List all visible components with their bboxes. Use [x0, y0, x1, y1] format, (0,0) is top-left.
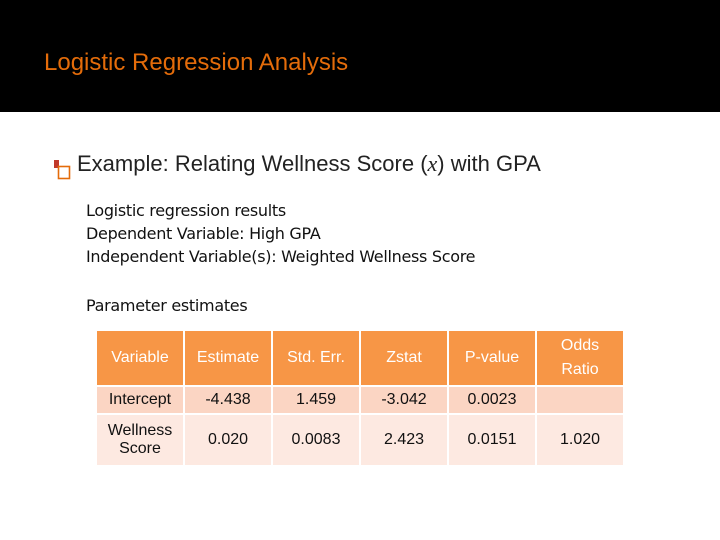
- example-suffix: ) with GPA: [437, 151, 541, 176]
- results-summary: Logistic regression results Dependent Va…: [86, 199, 475, 268]
- slide-header-band: Logistic Regression Analysis: [0, 0, 720, 112]
- checkbox-bullet-icon: [54, 160, 71, 180]
- cell-estimate: -4.438: [183, 385, 273, 415]
- example-heading: Example: Relating Wellness Score (x) wit…: [77, 150, 541, 178]
- header-ratio: Ratio: [561, 361, 599, 378]
- header-std-err: Std. Err.: [271, 329, 361, 387]
- cell-variable-line2: Score: [119, 440, 161, 457]
- cell-p-value: 0.0151: [447, 413, 537, 467]
- header-variable: Variable: [95, 329, 185, 387]
- cell-odds-ratio: [535, 385, 625, 415]
- cell-std-err: 0.0083: [271, 413, 361, 467]
- example-prefix: Example: Relating Wellness Score (: [77, 151, 428, 176]
- cell-std-err: 1.459: [271, 385, 361, 415]
- results-line: Logistic regression results: [86, 201, 286, 220]
- parameter-estimates-heading: Parameter estimates: [86, 296, 248, 315]
- table-row: Wellness Score 0.020 0.0083 2.423 0.0151 …: [95, 413, 625, 467]
- header-p-value: P-value: [447, 329, 537, 387]
- cell-p-value: 0.0023: [447, 385, 537, 415]
- header-odds: Odds: [560, 337, 600, 354]
- parameter-estimates-table: Variable Estimate Std. Err. Zstat P-valu…: [95, 329, 625, 467]
- cell-zstat: 2.423: [359, 413, 449, 467]
- table-header-row: Variable Estimate Std. Err. Zstat P-valu…: [95, 329, 625, 387]
- results-line: Dependent Variable: High GPA: [86, 224, 321, 243]
- header-odds-ratio: Odds Ratio: [535, 329, 625, 387]
- cell-estimate: 0.020: [183, 413, 273, 467]
- results-line: Independent Variable(s): Weighted Wellne…: [86, 247, 476, 266]
- cell-zstat: -3.042: [359, 385, 449, 415]
- example-variable: x: [427, 151, 438, 176]
- slide-title: Logistic Regression Analysis: [44, 49, 349, 76]
- header-zstat: Zstat: [359, 329, 449, 387]
- table-row: Intercept -4.438 1.459 -3.042 0.0023: [95, 385, 625, 415]
- cell-variable: Wellness Score: [95, 413, 185, 467]
- header-estimate: Estimate: [183, 329, 273, 387]
- cell-odds-ratio: 1.020: [535, 413, 625, 467]
- cell-variable-line1: Wellness: [107, 422, 173, 439]
- cell-variable: Intercept: [95, 385, 185, 415]
